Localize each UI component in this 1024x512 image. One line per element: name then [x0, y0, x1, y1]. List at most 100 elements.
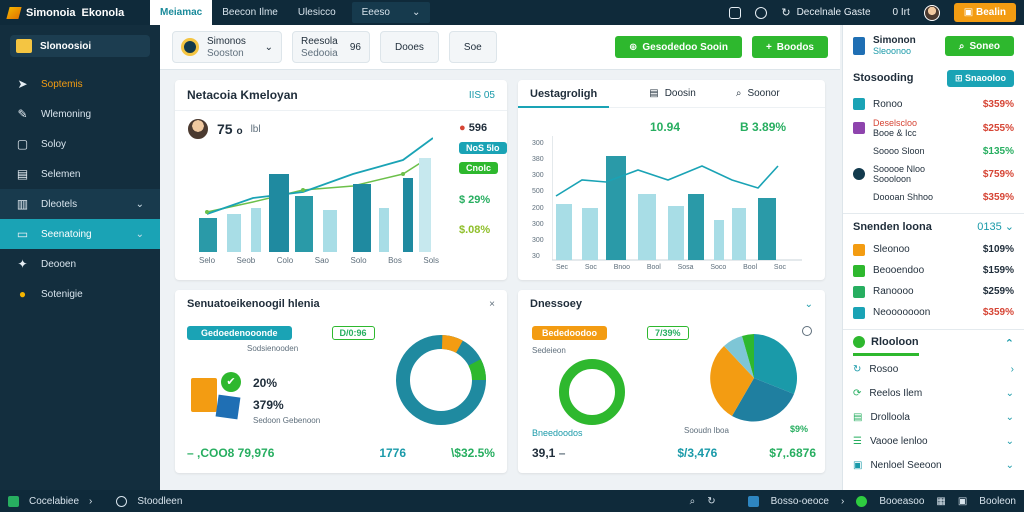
sidebar-item-1[interactable]: ➤ Soptemis: [0, 69, 160, 99]
top-tab-1[interactable]: Meiamac: [150, 0, 213, 25]
notification-count[interactable]: 0 Irt: [892, 7, 910, 18]
list-item[interactable]: Soooo Sloon $135%: [843, 141, 1024, 161]
rp-section-button-label: Snaooloo: [965, 72, 1006, 83]
filter-select[interactable]: Reesola Sedooia 96: [292, 31, 370, 63]
sidebar-item-8[interactable]: ● Sotenigie: [0, 279, 160, 309]
list-item-label: Neooooooon: [873, 307, 931, 318]
tab-b[interactable]: ⌕ Soonor: [736, 88, 780, 99]
status-text: Decelnale Gaste: [796, 7, 871, 18]
list-item[interactable]: Neooooooon $359%: [843, 302, 1024, 323]
chevron-up-icon[interactable]: ⌃: [1004, 338, 1014, 350]
top-tab-3[interactable]: Ulesicco: [297, 7, 336, 18]
list-item[interactable]: Sleonoo $109%: [843, 239, 1024, 260]
list-icon: ☰: [853, 435, 862, 447]
refresh-icon[interactable]: ↻: [781, 7, 791, 19]
rp-section-value[interactable]: 0135 ⌄: [977, 220, 1014, 233]
list-item[interactable]: ↻ Rosoo ›: [843, 357, 1024, 381]
rp-header: Simonon Sleoonoo ⌕ Soneo: [843, 25, 1024, 63]
tab-a[interactable]: ▤ Doosin: [649, 88, 696, 99]
notebook-icon[interactable]: [729, 6, 742, 19]
footer-value-dash: –: [558, 446, 566, 460]
list-item-text: Sooooe Nloo Soooloon: [873, 164, 925, 184]
trend-point: [401, 172, 405, 176]
top-dropdown[interactable]: Eeeso ⌄: [351, 2, 431, 23]
chevron-right-icon: ›: [89, 495, 93, 507]
x-tick-label: Soc: [584, 264, 597, 271]
list-item[interactable]: ⟳ Reelos Ilem ⌄: [843, 381, 1024, 405]
brand[interactable]: Simonoia Ekonola: [0, 6, 150, 19]
sidebar-item-6[interactable]: ▭ Seenatoing ⌄: [0, 219, 160, 249]
clock-icon: [116, 495, 128, 507]
settings-icon[interactable]: [755, 6, 768, 19]
sidebar-item-4[interactable]: ▤ Selemen: [0, 159, 160, 189]
list-item[interactable]: ▤ Drolloola ⌄: [843, 405, 1024, 429]
top-tab-2[interactable]: Beecon Ilme: [222, 7, 278, 18]
footer-value: 1776: [379, 446, 407, 460]
primary-action-button[interactable]: ⊕ Gesodedoo Sooin: [614, 36, 742, 58]
list-item[interactable]: Ranoooo $259%: [843, 281, 1024, 302]
list-item-label: Deselscloo: [873, 118, 918, 128]
toolbar-button-a[interactable]: Dooes: [380, 31, 439, 63]
list-item[interactable]: Deselscloo Booe & Icc $255%: [843, 115, 1024, 141]
list-item-label: Sooooe Nloo: [873, 164, 926, 174]
rp-section-button[interactable]: ⊞ Snaooloo: [946, 69, 1014, 87]
sidebar-item-3[interactable]: ▢ Soloy: [0, 129, 160, 159]
sidebar-item-5[interactable]: ▥ Dleotels ⌄: [0, 189, 160, 219]
clipboard-icon: [191, 378, 217, 412]
status-right-2[interactable]: Booeasoo: [879, 495, 925, 507]
chevron-down-icon[interactable]: ⌄: [804, 298, 813, 310]
grid-icon[interactable]: ▦: [936, 495, 946, 507]
x-axis-labels: Selo Seob Colo Sao Solo Bos Sols: [199, 256, 439, 265]
status-right-1[interactable]: Bosso-oeoce: [770, 495, 829, 507]
status-left-2[interactable]: Stoodleen: [137, 495, 183, 507]
list-item[interactable]: Doooan Shhoo $359%: [843, 187, 1024, 207]
sidebar-item-2[interactable]: ✎ Wlemoning: [0, 99, 160, 129]
list-item-text: Deselscloo Booe & Icc: [873, 118, 917, 138]
card-title[interactable]: Uestagroligh: [518, 80, 610, 108]
sidebar-item-7[interactable]: ✦ Deooen: [0, 249, 160, 279]
robot-icon[interactable]: ▣: [957, 495, 968, 507]
tag-icon: ▭: [16, 227, 29, 241]
brand-name: Simonoia: [26, 6, 76, 19]
chart-icon: [853, 98, 865, 110]
status-right-3[interactable]: Booleon: [979, 495, 1016, 507]
footer-value: 39,1 –: [532, 446, 565, 460]
sidebar-header[interactable]: Slonoosioi: [10, 35, 150, 57]
list-item[interactable]: ☰ Vaooe lenloo ⌄: [843, 429, 1024, 453]
rp-header-button[interactable]: ⌕ Soneo: [944, 36, 1014, 56]
rp-header-sub: Sleoonoo: [873, 46, 912, 56]
pie-slice-light: [724, 336, 754, 378]
x-tick-label: Seob: [236, 256, 256, 265]
list-item[interactable]: Ronoo $359%: [843, 93, 1024, 115]
rp-section-title: Rlooloon: [871, 336, 919, 348]
bar: [638, 194, 656, 260]
status-left-1[interactable]: Cocelabiee: [29, 495, 80, 507]
search-icon[interactable]: ⌕: [689, 495, 696, 507]
box-icon: ▣: [853, 459, 863, 471]
upgrade-button[interactable]: ▣ Bealin: [953, 3, 1016, 22]
list-item-label: Reelos Ilem: [869, 387, 923, 399]
illustration: ✔: [191, 372, 251, 420]
list-item-value: $359%: [982, 191, 1014, 203]
trend-line: [555, 165, 779, 197]
kpi-pill: Cnolc: [459, 162, 499, 174]
workspace-select[interactable]: Simonos Sooston ⌄: [172, 31, 282, 63]
secondary-action-button[interactable]: + Boodos: [751, 36, 828, 58]
online-icon: [856, 495, 868, 507]
summary-pill: Bededoodoo: [532, 326, 607, 340]
avatar[interactable]: [923, 4, 940, 21]
refresh-icon[interactable]: ↻: [707, 495, 716, 507]
cube-icon: [215, 394, 241, 420]
toolbar-button-b[interactable]: Soe: [448, 31, 497, 63]
info-icon[interactable]: [802, 326, 812, 336]
list-item[interactable]: Sooooe Nloo Soooloon $759%: [843, 161, 1024, 187]
red-dot-icon: ●: [459, 122, 466, 134]
card-footer: – ,COO8 79,976 1776 \$32.5%: [187, 446, 495, 460]
x-tick-label: Soc: [773, 264, 786, 271]
doc-icon: ▤: [16, 167, 29, 181]
list-item[interactable]: ▣ Nenloel Seeoon ⌄: [843, 453, 1024, 477]
x-tick-label: Bnoo: [613, 264, 631, 271]
close-icon[interactable]: ×: [489, 298, 495, 310]
list-item[interactable]: Beooendoo $159%: [843, 260, 1024, 281]
sidebar-item-label: Soptemis: [41, 78, 83, 90]
